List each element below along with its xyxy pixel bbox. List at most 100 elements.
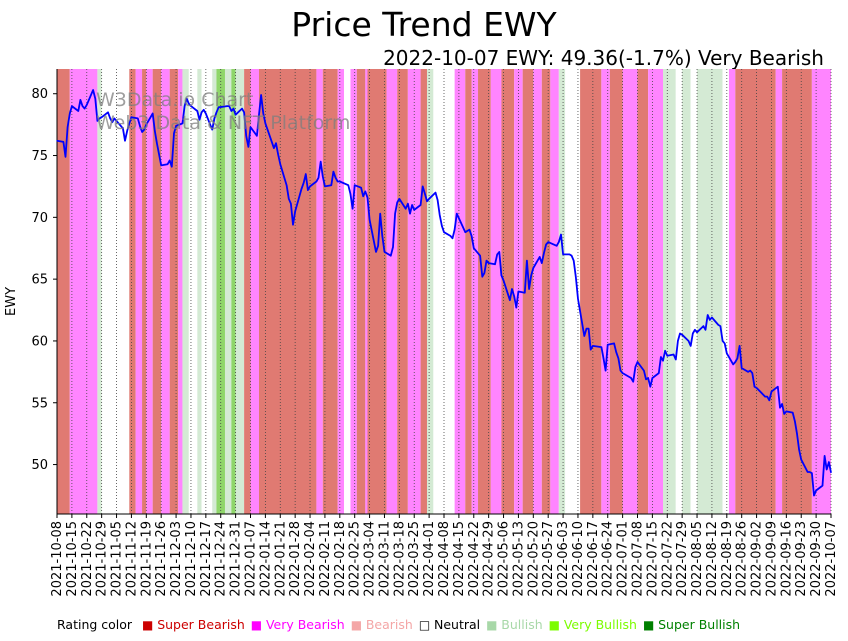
price-point [256, 135, 258, 137]
price-point [349, 193, 351, 195]
price-point [543, 252, 545, 254]
rating-band [426, 69, 434, 514]
vertical-gridlines [56, 69, 832, 514]
price-point [607, 344, 609, 346]
rating-band [637, 69, 649, 514]
price-point [622, 372, 624, 374]
legend-item: ■ Super Bearish [142, 617, 245, 632]
price-point [592, 345, 594, 347]
legend-swatch-icon: ■ [350, 618, 366, 632]
price-point [696, 331, 698, 333]
x-tick-label: 2022-05-06 [497, 521, 512, 597]
price-point [169, 159, 171, 162]
legend-item: ■ Very Bullish [549, 617, 637, 632]
price-point [777, 386, 779, 388]
x-tick-label: 2022-08-05 [690, 521, 705, 597]
y-ticks: 50 55 60 65 70 75 80 [31, 87, 57, 473]
x-tick-label: 2022-03-11 [377, 521, 392, 597]
price-point [441, 225, 443, 227]
price-point [379, 213, 381, 215]
price-point [573, 260, 575, 262]
price-point [515, 307, 517, 309]
rating-band [259, 69, 317, 514]
legend-swatch-icon: ■ [142, 618, 158, 632]
price-point [437, 199, 439, 201]
price-point [262, 112, 264, 115]
x-tick-label: 2021-11-12 [124, 521, 139, 597]
price-point [160, 164, 162, 166]
legend-swatch-icon: ■ [548, 618, 564, 632]
price-point [736, 357, 739, 359]
price-point [411, 204, 413, 206]
price-point [751, 372, 753, 374]
rating-band [235, 69, 245, 514]
price-point [156, 142, 158, 144]
price-point [443, 231, 445, 233]
x-tick-label: 2022-10-07 [824, 521, 839, 597]
price-line [56, 89, 832, 497]
x-tick-label: 2022-04-29 [482, 521, 497, 597]
x-tick-label: 2022-04-01 [422, 521, 437, 597]
price-point [821, 485, 824, 487]
price-point [362, 195, 364, 197]
rating-band [722, 69, 729, 514]
price-point [392, 246, 394, 248]
price-point [468, 229, 471, 231]
rating-band [101, 69, 130, 514]
price-point [92, 89, 94, 91]
price-point [702, 325, 705, 327]
price-point [369, 219, 371, 221]
price-point [749, 370, 751, 372]
price-point [198, 119, 201, 121]
rating-band [182, 69, 189, 514]
price-point [575, 276, 577, 278]
price-point [741, 367, 743, 369]
price-point [434, 192, 437, 194]
price-point [288, 198, 290, 200]
price-point [732, 363, 734, 365]
price-point [407, 203, 409, 205]
rating-band [663, 69, 676, 514]
price-point [649, 386, 651, 388]
rating-band [533, 69, 542, 514]
legend-label: Neutral [434, 617, 481, 632]
x-tick-label: 2021-11-26 [154, 521, 169, 597]
price-point [704, 329, 707, 331]
rating-band [490, 69, 502, 514]
x-tick-label: 2021-12-31 [229, 521, 244, 597]
price-point [305, 173, 307, 175]
price-point [375, 251, 377, 253]
price-point [81, 105, 84, 107]
price-point [184, 105, 186, 107]
price-point [77, 110, 79, 112]
rating-band [244, 69, 251, 514]
price-point [126, 130, 128, 132]
legend-item: □ Neutral [419, 617, 480, 632]
price-point [796, 433, 798, 435]
y-tick-label: 70 [31, 211, 48, 226]
x-tick-label: 2022-03-04 [363, 521, 378, 597]
x-tick-label: 2022-07-29 [675, 521, 690, 597]
price-point [79, 99, 81, 101]
x-tick-label: 2022-01-21 [273, 521, 288, 597]
price-point [203, 109, 205, 111]
price-point [152, 112, 154, 115]
rating-band [129, 69, 136, 514]
price-point [617, 357, 620, 359]
price-point [215, 111, 218, 113]
x-tick-label: 2022-02-25 [348, 521, 363, 597]
price-point [734, 361, 736, 363]
price-point [264, 122, 266, 124]
rating-band [344, 69, 351, 514]
price-point [424, 193, 426, 195]
price-point [94, 98, 96, 100]
price-point [69, 112, 71, 115]
price-point [292, 224, 294, 226]
rating-band [609, 69, 623, 514]
price-point [532, 267, 534, 269]
rating-band [231, 69, 236, 514]
price-point [143, 129, 145, 131]
price-point [398, 198, 400, 200]
price-point [98, 117, 101, 119]
price-point [711, 316, 713, 319]
